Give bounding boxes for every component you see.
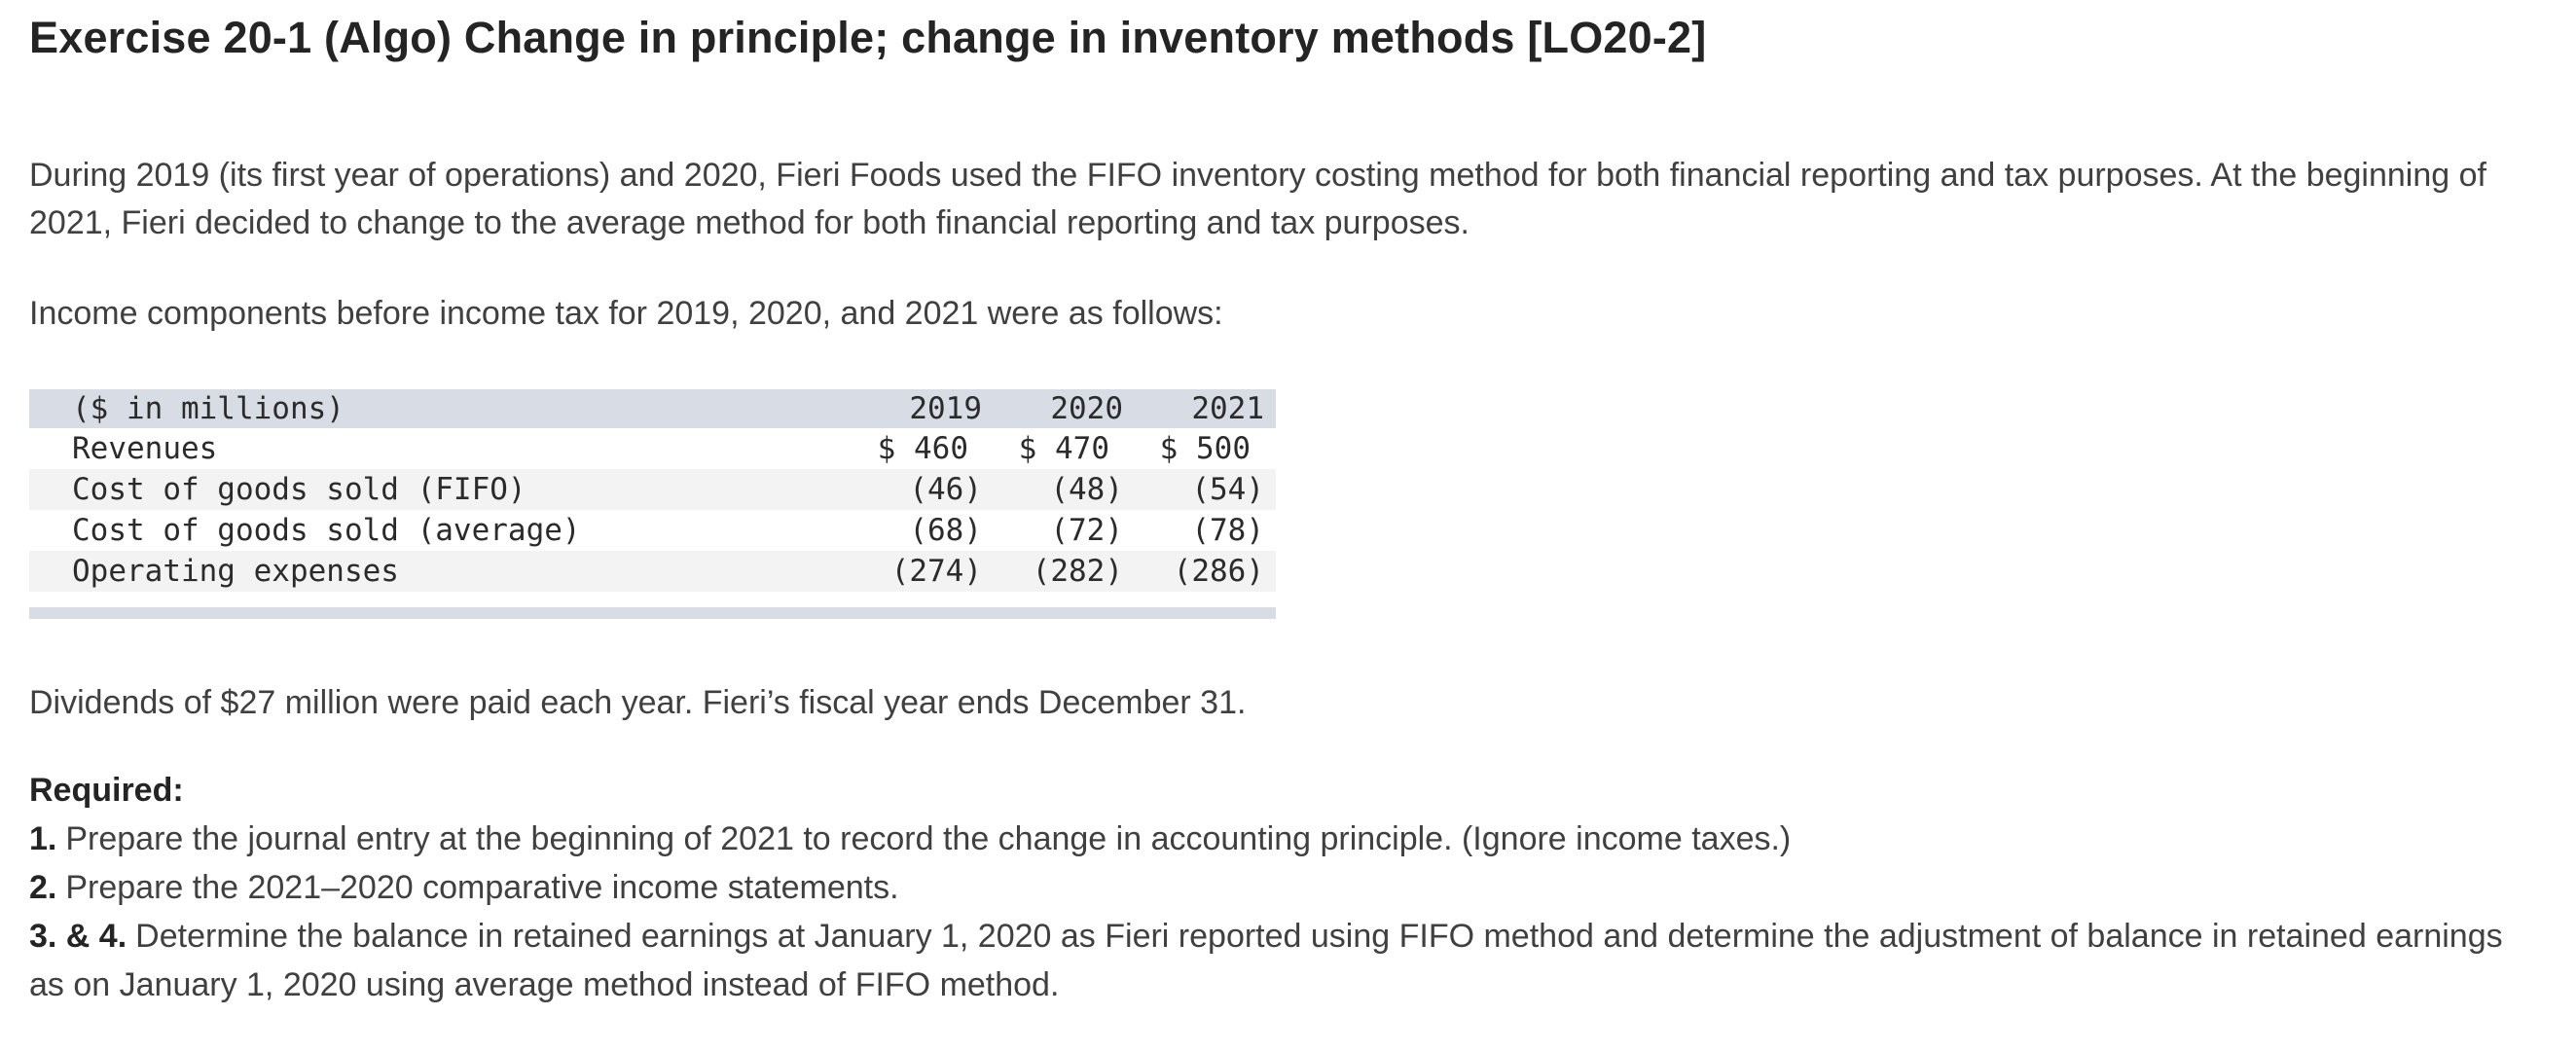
intro-paragraph: During 2019 (its first year of operation… (29, 157, 2486, 241)
table-row-cogs-fifo: Cost of goods sold (FIFO) (46) (48) (54) (29, 469, 1276, 510)
table-row-revenues: Revenues $ 460 $ 470 $ 500 (29, 428, 1276, 469)
cell-cogs-fifo-2020: (48) (1050, 472, 1123, 507)
table-header-row: ($ in millions) 2019 2020 2021 (29, 389, 1276, 428)
row-label: Cost of goods sold (average) (72, 513, 581, 548)
table-gap (29, 592, 1276, 607)
required-item-1-text: Prepare the journal entry at the beginni… (65, 820, 1792, 857)
cell-opex-2020: (282) (1032, 554, 1123, 589)
table-footer-bar (29, 607, 1276, 619)
income-intro-paragraph: Income components before income tax for … (29, 295, 1223, 332)
required-heading: Required: (29, 772, 184, 809)
page-title: Exercise 20-1 (Algo) Change in principle… (29, 13, 1707, 62)
required-item-3-4-number: 3. & 4. (29, 918, 127, 955)
cell-cogs-fifo-2019: (46) (909, 472, 982, 507)
cell-cogs-fifo-2021: (54) (1191, 472, 1264, 507)
cell-opex-2021: (286) (1173, 554, 1264, 589)
income-components-table: ($ in millions) 2019 2020 2021 Revenues … (29, 389, 1276, 619)
cell-cogs-average-2019: (68) (909, 513, 982, 548)
required-item-2-text: Prepare the 2021–2020 comparative income… (65, 869, 899, 906)
required-item-1: 1. Prepare the journal entry at the begin… (29, 815, 2521, 863)
cell-revenues-2021: $ 500 (1159, 431, 1251, 466)
table-header-year-2021: 2021 (1191, 391, 1264, 426)
dividends-paragraph: Dividends of $27 million were paid each … (29, 684, 1247, 721)
cell-cogs-average-2021: (78) (1191, 513, 1264, 548)
table-row-operating-expenses: Operating expenses (274) (282) (286) (29, 551, 1276, 592)
required-item-3-4: 3. & 4. Determine the balance in retained… (29, 912, 2521, 1009)
required-item-2: 2. Prepare the 2021–2020 comparative inco… (29, 863, 2521, 912)
cell-revenues-2020: $ 470 (1018, 431, 1109, 466)
row-label: Revenues (72, 431, 218, 466)
table-header-label: ($ in millions) (72, 391, 345, 426)
required-section: Required: 1. Prepare the journal entry at… (29, 766, 2521, 1009)
cell-opex-2019: (274) (890, 554, 982, 589)
cell-revenues-2019: $ 460 (877, 431, 968, 466)
table-header-year-2019: 2019 (909, 391, 982, 426)
row-label: Operating expenses (72, 554, 399, 589)
required-item-2-number: 2. (29, 869, 57, 906)
required-item-3-4-text: Determine the balance in retained earnin… (29, 918, 2503, 1003)
required-item-1-number: 1. (29, 820, 57, 857)
table-row-cogs-average: Cost of goods sold (average) (68) (72) (… (29, 510, 1276, 551)
table-header-year-2020: 2020 (1050, 391, 1123, 426)
row-label: Cost of goods sold (FIFO) (72, 472, 526, 507)
cell-cogs-average-2020: (72) (1050, 513, 1123, 548)
